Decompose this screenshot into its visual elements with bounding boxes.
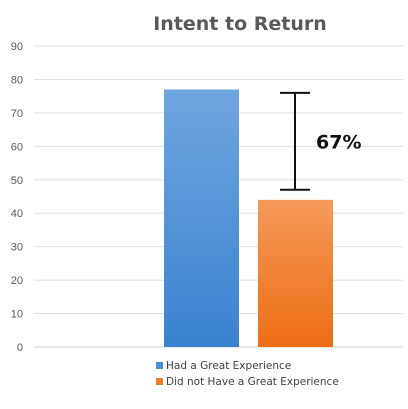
y-tick-label-80: 80	[11, 74, 23, 86]
legend: Had a Great Experience Did not Have a Gr…	[156, 360, 339, 388]
y-tick-label-60: 60	[11, 141, 23, 153]
y-tick-label-40: 40	[11, 208, 23, 220]
error-bar-annotation: 67%	[280, 91, 361, 191]
y-tick-label-90: 90	[11, 41, 23, 53]
chart-title: Intent to Return	[153, 13, 327, 35]
legend-swatch-had-great	[156, 362, 163, 369]
legend-label-did-not-have-great: Did not Have a Great Experience	[166, 376, 339, 388]
y-axis-ticks: 0 10 20 30 40 50 60 70 80 90	[11, 41, 23, 354]
bars	[164, 89, 333, 347]
annotation-label: 67%	[316, 131, 361, 153]
bar-had-great-experience	[164, 89, 239, 347]
bar-did-not-have-great-experience	[258, 199, 333, 347]
y-tick-label-20: 20	[11, 275, 23, 287]
legend-swatch-did-not-have-great	[156, 378, 163, 385]
y-tick-label-10: 10	[11, 309, 23, 321]
legend-label-had-great: Had a Great Experience	[166, 360, 291, 372]
y-tick-label-50: 50	[11, 175, 23, 187]
y-tick-label-70: 70	[11, 108, 23, 120]
y-tick-label-0: 0	[17, 342, 23, 354]
y-tick-label-30: 30	[11, 242, 23, 254]
